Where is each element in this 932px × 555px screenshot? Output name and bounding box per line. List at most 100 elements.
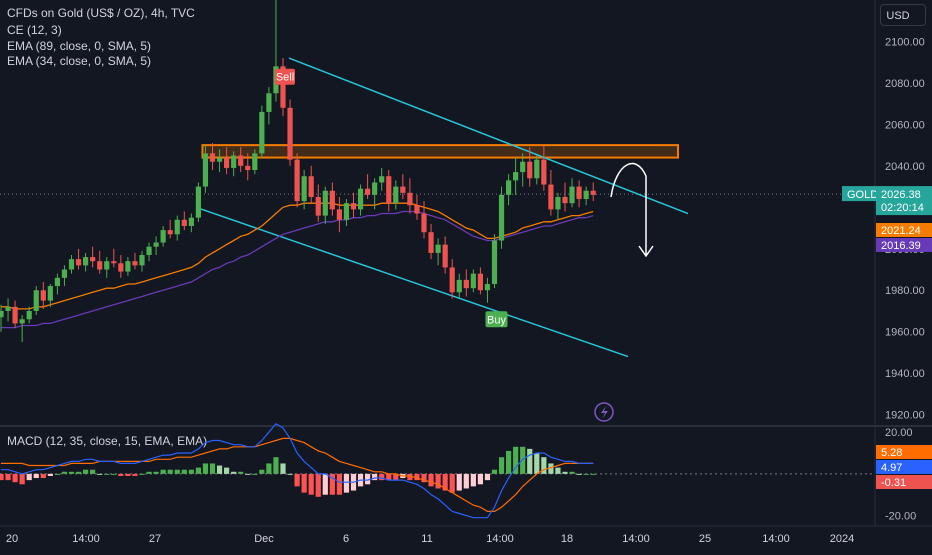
- candle-body: [428, 232, 434, 253]
- candle-body: [583, 190, 589, 200]
- candle-body: [160, 230, 166, 243]
- macd-histogram-bar: [181, 469, 187, 474]
- candle-body: [174, 219, 180, 235]
- macd-histogram-bar: [224, 467, 230, 474]
- macd-histogram-bar: [111, 473, 117, 475]
- time-tick-4: 6: [343, 533, 349, 545]
- macd-histogram-bar: [245, 473, 251, 475]
- macd-histogram-bar: [153, 471, 159, 474]
- time-tick-2: 27: [149, 533, 161, 545]
- legend-ema89: EMA (89, close, 0, SMA, 5): [7, 39, 152, 53]
- macd-histogram-bar: [54, 473, 60, 475]
- candle-body: [329, 190, 335, 210]
- channel-lower-line: [195, 206, 629, 358]
- macd-histogram-bar: [484, 473, 491, 481]
- price-tick-6: 1980.00: [885, 285, 925, 297]
- macd-histogram-bar: [26, 473, 32, 481]
- candle-body: [414, 205, 420, 214]
- candle-body: [379, 176, 385, 183]
- time-tick-5: 11: [421, 533, 432, 545]
- candle-body: [322, 190, 328, 216]
- time-tick-0: 20: [6, 533, 18, 545]
- candle-body: [498, 194, 505, 241]
- macd-histogram-bar: [590, 473, 596, 475]
- macd-histogram-bar: [301, 473, 307, 493]
- candle-body: [343, 203, 350, 220]
- price-tick-8: 1940.00: [885, 368, 925, 380]
- macd-histogram-bar: [294, 473, 300, 487]
- candle-body: [209, 153, 216, 162]
- candle-body: [477, 273, 483, 291]
- candle-body: [68, 259, 75, 270]
- macd-histogram-bar: [421, 473, 427, 483]
- macd-histogram-bar: [33, 473, 39, 479]
- macd-histogram-bar: [125, 473, 131, 476]
- candle-body: [315, 196, 321, 216]
- macd-tick-1: -20.00: [885, 511, 916, 523]
- candle-body: [456, 279, 462, 293]
- macd-histogram-bar: [12, 473, 18, 483]
- candle-body: [245, 165, 251, 170]
- price-tick-9: 1920.00: [885, 410, 925, 422]
- macd-histogram-bar: [407, 473, 413, 481]
- last-price-tag-bg: [876, 186, 932, 216]
- lightning-icon: [601, 406, 608, 419]
- candle-body: [365, 188, 371, 195]
- macd-histogram-bar: [47, 473, 53, 476]
- candle-body: [562, 196, 568, 204]
- candle-body: [104, 261, 110, 270]
- macd-histogram-bar: [470, 473, 476, 487]
- candle-body: [357, 188, 364, 210]
- macd-histogram-bar: [541, 457, 547, 474]
- candle-body: [12, 306, 18, 324]
- candle-body: [83, 257, 89, 266]
- macd-histogram-bar: [562, 471, 568, 474]
- candle-body: [40, 290, 46, 301]
- price-tick-0: 2100.00: [885, 36, 925, 48]
- candle-body: [54, 277, 60, 287]
- macd-hist-value: -0.31: [881, 477, 906, 489]
- candle-body: [372, 182, 378, 195]
- candle-body: [569, 186, 575, 204]
- candle-body: [153, 242, 159, 247]
- candle-body: [576, 186, 582, 200]
- candle-body: [590, 190, 596, 195]
- macd-histogram-bar: [498, 457, 505, 474]
- macd-histogram-bar: [146, 471, 152, 474]
- candle-body: [308, 176, 314, 197]
- candle-body: [259, 111, 265, 154]
- macd-signal-value-bg: [876, 445, 932, 459]
- macd-histogram-bar: [97, 473, 103, 475]
- time-tick-9: 25: [699, 533, 711, 545]
- candle-body: [470, 273, 476, 289]
- legend-ce: CE (12, 3): [7, 23, 62, 37]
- candle-body: [266, 93, 272, 112]
- macd-histogram-bar: [435, 473, 441, 489]
- currency-button[interactable]: USD: [880, 4, 926, 26]
- candle-body: [188, 217, 194, 226]
- macd-histogram-bar: [209, 463, 216, 474]
- candle-body: [146, 246, 152, 255]
- candle-body: [513, 172, 519, 181]
- candle-body: [280, 66, 286, 108]
- time-tick-10: 14:00: [762, 533, 790, 545]
- macd-histogram-bar: [379, 473, 385, 481]
- candle-body: [231, 155, 237, 168]
- macd-histogram-bar: [308, 473, 314, 495]
- macd-histogram-bar: [61, 471, 68, 474]
- macd-histogram-bar: [428, 473, 434, 487]
- macd-histogram-bar: [527, 448, 533, 474]
- candle-body: [527, 161, 533, 179]
- candle-body: [400, 186, 406, 193]
- time-tick-1: 14:00: [72, 533, 100, 545]
- candle-body: [421, 213, 427, 233]
- symbol-tag-bg: [842, 186, 876, 202]
- countdown-tag: 02:20:14: [881, 202, 924, 214]
- candle-body: [167, 230, 173, 235]
- macd-histogram-bar: [393, 473, 399, 481]
- resistance-zone: [201, 144, 679, 159]
- macd-histogram-bar: [583, 473, 589, 475]
- candle-body: [463, 279, 469, 289]
- macd-histogram-bar: [238, 471, 244, 474]
